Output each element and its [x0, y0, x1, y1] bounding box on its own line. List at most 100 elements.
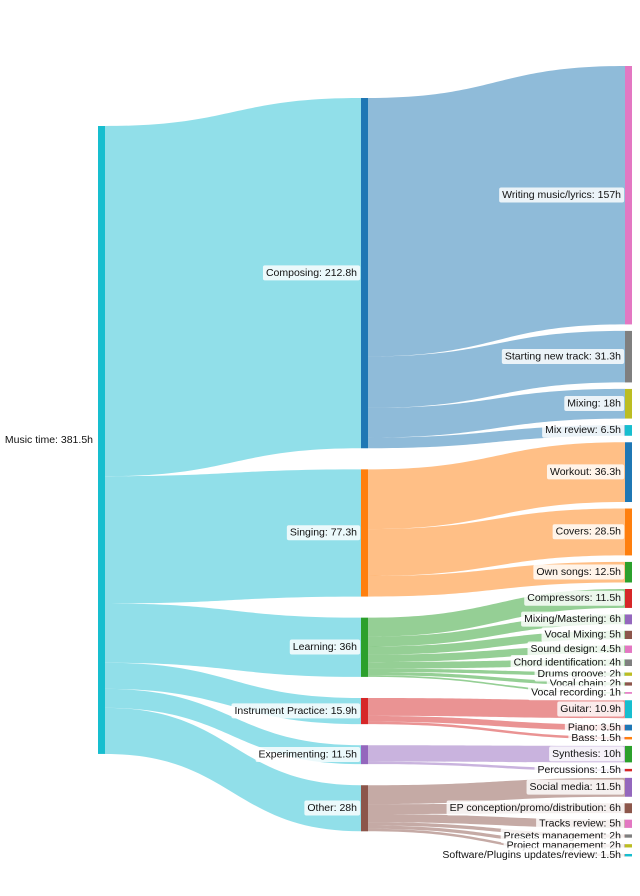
- label-synthesis-bg: [549, 746, 625, 762]
- node-project-management: [625, 844, 632, 848]
- label-software-plugins-updates-review-text: Software/Plugins updates/review: 1.5h: [442, 849, 621, 861]
- label-covers-bg: [552, 524, 625, 540]
- label-bass: Bass: 1.5h: [568, 730, 625, 746]
- node-guitar: [625, 700, 632, 719]
- node-starting-new-track: [625, 330, 632, 383]
- label-own-songs: Own songs: 12.5h: [533, 564, 625, 580]
- label-synthesis-text: Synthesis: 10h: [552, 748, 621, 760]
- node-ep-conception-promo-distribution: [625, 803, 632, 814]
- label-vocal-mixing: Vocal Mixing: 5h: [541, 627, 625, 643]
- node-music-time: [98, 126, 105, 754]
- node-social-media: [625, 777, 632, 797]
- label-starting-new-track-bg: [501, 348, 625, 364]
- label-ep-conception-promo-distribution: EP conception/promo/distribution: 6h: [446, 800, 625, 816]
- node-covers: [625, 508, 632, 556]
- label-vocal-recording-text: Vocal recording: 1h: [531, 687, 621, 699]
- label-covers-text: Covers: 28.5h: [556, 526, 622, 538]
- label-music-time: Music time: 381.5h: [1, 432, 97, 448]
- label-percussions-bg: [534, 762, 625, 778]
- label-learning-text: Learning: 36h: [293, 641, 357, 653]
- label-sound-design-text: Sound design: 4.5h: [531, 643, 622, 655]
- label-ep-conception-promo-distribution-bg: [446, 800, 625, 816]
- label-composing-bg: [262, 265, 361, 281]
- node-presets-management: [625, 834, 632, 838]
- label-singing-text: Singing: 77.3h: [290, 527, 357, 539]
- node-piano: [625, 724, 632, 731]
- label-chord-identification-bg: [510, 655, 625, 671]
- node-writing-music-lyrics: [625, 66, 632, 325]
- label-tracks-review: Tracks review: 5h: [536, 816, 625, 832]
- label-writing-music-lyrics: Writing music/lyrics: 157h: [499, 187, 625, 203]
- label-mixing-mastering-bg: [521, 611, 625, 627]
- label-composing-text: Composing: 212.8h: [266, 267, 357, 279]
- node-singing: [361, 469, 368, 597]
- label-sound-design: Sound design: 4.5h: [527, 641, 625, 657]
- label-instrument-practice-bg: [231, 703, 361, 719]
- sankey-labels: Music time: 381.5h Composing: 212.8h Singi…: [1, 187, 625, 863]
- node-sound-design: [625, 645, 632, 653]
- label-workout: Workout: 36.3h: [546, 464, 625, 480]
- label-compressors-text: Compressors: 11.5h: [527, 592, 621, 604]
- label-experimenting-text: Experimenting: 11.5h: [259, 748, 358, 760]
- label-mixing: Mixing: 18h: [564, 396, 625, 412]
- label-singing-bg: [286, 525, 361, 541]
- link-root-composing: [105, 98, 361, 477]
- label-experimenting-bg: [255, 746, 361, 762]
- label-percussions-text: Percussions: 1.5h: [538, 764, 622, 776]
- label-own-songs-bg: [533, 564, 625, 580]
- label-ep-conception-promo-distribution-text: EP conception/promo/distribution: 6h: [450, 802, 622, 814]
- node-workout: [625, 442, 632, 503]
- node-learning: [361, 617, 368, 677]
- label-tracks-review-text: Tracks review: 5h: [539, 818, 621, 830]
- label-other-bg: [304, 800, 361, 816]
- label-social-media-bg: [526, 779, 625, 795]
- label-covers: Covers: 28.5h: [552, 524, 625, 540]
- label-learning: Learning: 36h: [289, 639, 361, 655]
- node-tracks-review: [625, 819, 632, 828]
- label-bass-bg: [568, 730, 625, 746]
- label-starting-new-track-text: Starting new track: 31.3h: [505, 350, 621, 362]
- label-mix-review-bg: [542, 422, 625, 438]
- label-compressors: Compressors: 11.5h: [524, 590, 625, 606]
- label-writing-music-lyrics-text: Writing music/lyrics: 157h: [502, 189, 621, 201]
- label-mix-review: Mix review: 6.5h: [542, 422, 625, 438]
- label-vocal-mixing-bg: [541, 627, 625, 643]
- node-percussions: [625, 768, 632, 772]
- label-chord-identification-text: Chord identification: 4h: [514, 657, 622, 669]
- label-music-time-text: Music time: 381.5h: [5, 434, 93, 446]
- label-other: Other: 28h: [304, 800, 361, 816]
- label-starting-new-track: Starting new track: 31.3h: [501, 348, 625, 364]
- node-instrument-practice: [361, 697, 368, 725]
- link-root-experimenting: [105, 688, 361, 765]
- link-singing-workout: [368, 442, 625, 530]
- node-vocal-recording: [625, 692, 632, 694]
- node-synthesis: [625, 745, 632, 763]
- label-bass-text: Bass: 1.5h: [571, 732, 621, 744]
- node-bass: [625, 736, 632, 740]
- label-guitar-text: Guitar: 10.9h: [560, 703, 621, 715]
- label-compressors-bg: [524, 590, 625, 606]
- label-mix-review-text: Mix review: 6.5h: [545, 424, 621, 436]
- label-composing: Composing: 212.8h: [262, 265, 361, 281]
- node-drums-groove: [625, 672, 632, 676]
- label-tracks-review-bg: [536, 816, 625, 832]
- label-learning-bg: [289, 639, 361, 655]
- label-guitar-bg: [557, 701, 625, 717]
- link-composing-mixing: [368, 388, 625, 438]
- node-other: [361, 785, 368, 832]
- label-synthesis: Synthesis: 10h: [549, 746, 625, 762]
- label-writing-music-lyrics-bg: [499, 187, 625, 203]
- label-workout-bg: [546, 464, 625, 480]
- link-instrument-practice-piano: [368, 715, 625, 731]
- label-chord-identification: Chord identification: 4h: [510, 655, 625, 671]
- node-software-plugins-updates-review: [625, 853, 632, 857]
- label-social-media-text: Social media: 11.5h: [530, 781, 622, 793]
- label-mixing-mastering: Mixing/Mastering: 6h: [521, 611, 625, 627]
- label-social-media: Social media: 11.5h: [526, 779, 625, 795]
- node-composing: [361, 98, 368, 449]
- label-mixing-mastering-text: Mixing/Mastering: 6h: [524, 613, 621, 625]
- label-mixing-text: Mixing: 18h: [567, 398, 621, 410]
- label-percussions: Percussions: 1.5h: [534, 762, 625, 778]
- label-vocal-recording: Vocal recording: 1h: [528, 685, 625, 701]
